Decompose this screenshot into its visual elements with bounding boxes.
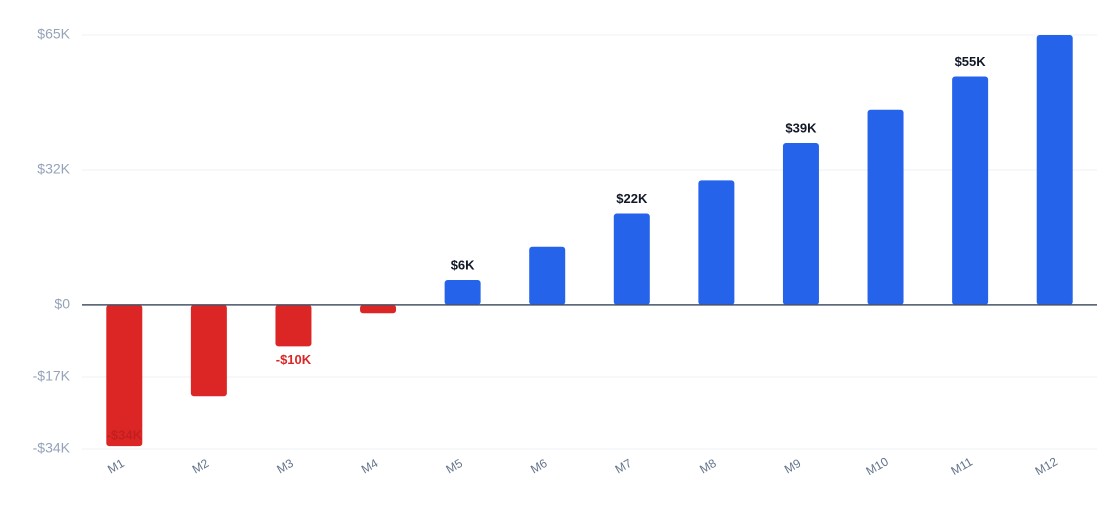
bar	[190, 304, 227, 397]
bar	[106, 304, 143, 447]
bar	[698, 180, 735, 305]
bar	[1036, 35, 1073, 305]
bar	[360, 304, 397, 314]
bar	[613, 213, 650, 305]
x-tick-label: M2	[190, 456, 212, 477]
x-tick-label: M9	[782, 456, 804, 477]
bar	[867, 109, 904, 305]
bar	[782, 142, 819, 305]
y-tick-label: -$34K	[33, 440, 71, 456]
bar	[275, 304, 312, 347]
y-tick-label: $65K	[37, 26, 70, 42]
value-label: $39K	[785, 120, 817, 135]
y-tick-label: $0	[54, 296, 70, 312]
x-tick-label: M11	[948, 454, 975, 478]
x-tick-label: M3	[274, 456, 296, 477]
x-tick-label: M1	[105, 456, 127, 477]
x-tick-label: M10	[864, 454, 891, 478]
x-tick-label: M8	[697, 456, 719, 477]
x-tick-label: M7	[613, 456, 635, 477]
value-label: $55K	[955, 54, 987, 69]
bar	[529, 246, 566, 305]
x-tick-label: M12	[1033, 454, 1060, 478]
value-label: $22K	[616, 191, 648, 206]
value-label: -$10K	[276, 352, 312, 367]
bar	[444, 279, 481, 305]
x-tick-label: M5	[443, 456, 465, 477]
y-tick-label: -$17K	[33, 368, 71, 384]
x-tick-label: M4	[359, 456, 381, 477]
y-tick-label: $32K	[37, 161, 70, 177]
bar	[952, 76, 989, 305]
value-label: -$34K	[107, 428, 143, 443]
x-tick-label: M6	[528, 456, 550, 477]
value-label: $6K	[451, 257, 475, 272]
